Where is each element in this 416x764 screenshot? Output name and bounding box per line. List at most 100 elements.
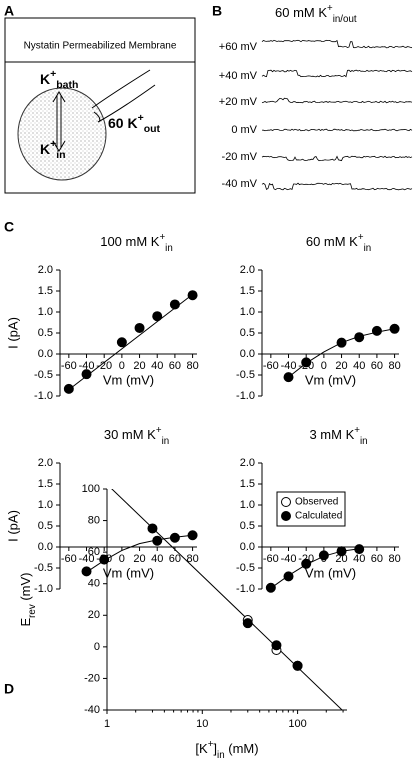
y-tick-label: -40	[84, 704, 100, 716]
y-tick-label: 80	[88, 514, 100, 526]
data-point	[292, 660, 303, 671]
x-tick-label: -40	[79, 360, 95, 372]
data-point	[187, 530, 198, 541]
text-part: (mV)	[18, 573, 33, 605]
data-point	[271, 640, 282, 651]
x-tick-label: 40	[353, 360, 365, 372]
y-tick-label: 1.0	[38, 306, 53, 318]
x-tick-label: 80	[186, 360, 198, 372]
y-tick-label: 40	[88, 578, 100, 590]
y-tick-label: -1.0	[236, 390, 255, 402]
in-label: K+in	[40, 138, 66, 161]
y-tick-label: 60	[88, 546, 100, 558]
text-part: in	[364, 243, 372, 254]
x-axis-label: Vm (mV)	[103, 565, 154, 580]
y-tick-label: 100	[82, 483, 100, 495]
text-part: +	[327, 3, 333, 14]
bath-label: K+bath	[40, 68, 78, 91]
y-tick-label: -1.0	[34, 583, 53, 595]
text-part: 30 mM K	[104, 427, 156, 442]
y-tick-label: -1.0	[236, 583, 255, 595]
chart-title: 3 mM K+in	[309, 425, 367, 447]
x-tick-label: 40	[353, 553, 365, 565]
panel-label: A	[4, 3, 14, 19]
chart-title: 30 mM K+in	[104, 425, 169, 447]
trace-label: -40 mV	[222, 178, 258, 190]
text-part: +	[159, 232, 165, 243]
data-point	[152, 535, 163, 546]
text-part: in	[165, 243, 173, 254]
data-point	[242, 618, 253, 629]
text-part: +	[50, 68, 56, 80]
x-tick-label: 100	[288, 718, 306, 730]
x-tick-label: 20	[335, 360, 347, 372]
x-tick-label: 60	[371, 360, 383, 372]
data-point	[63, 383, 74, 394]
out-label: 60 K+out	[108, 112, 161, 135]
trace-label: +60 mV	[219, 41, 258, 53]
y-tick-label: 0.5	[240, 327, 255, 339]
text-part: E	[18, 618, 33, 627]
x-tick-label: -60	[61, 360, 77, 372]
x-tick-label: 80	[186, 553, 198, 565]
text-part: +	[358, 232, 364, 243]
y-tick-label: 1.0	[240, 499, 255, 511]
x-axis-label: Vm (mV)	[305, 372, 356, 387]
text-part: +	[50, 138, 56, 150]
data-point	[81, 566, 92, 577]
trace-label: +40 mV	[219, 70, 258, 82]
text-part: in	[217, 750, 225, 761]
x-tick-label: 20	[133, 553, 145, 565]
text-part: +	[208, 739, 214, 750]
x-tick-label: 20	[335, 553, 347, 565]
y-tick-label: 0.0	[38, 541, 53, 553]
data-point	[283, 372, 294, 383]
x-axis-label: [K+]in (mM)	[195, 739, 258, 761]
y-tick-label: 2.0	[240, 457, 255, 469]
x-tick-label: 1	[104, 718, 110, 730]
chart-title: 60 mM K+in	[306, 232, 371, 254]
data-point	[81, 369, 92, 380]
panel-label: D	[4, 681, 14, 697]
text-part: in/out	[333, 14, 357, 25]
legend-label: Calculated	[295, 511, 342, 522]
chart-title: 100 mM K+in	[100, 232, 173, 254]
cell	[17, 87, 107, 181]
x-tick-label: 60	[169, 360, 181, 372]
data-point	[152, 311, 163, 322]
text-part: K	[40, 141, 50, 157]
traces-title: 60 mM K+in/out	[275, 3, 357, 25]
y-tick-label: 0.5	[38, 520, 53, 532]
data-point	[301, 558, 312, 569]
text-part: 60 K	[108, 115, 138, 131]
x-axis-label: Vm (mV)	[103, 372, 154, 387]
x-tick-label: 40	[151, 553, 163, 565]
data-point	[389, 323, 400, 334]
y-tick-label: 2.0	[240, 264, 255, 276]
text-part: in	[56, 149, 65, 161]
x-tick-label: -60	[263, 360, 279, 372]
text-part: +	[354, 425, 360, 436]
y-tick-label: -0.5	[34, 562, 53, 574]
data-point	[336, 337, 347, 348]
text-part: 3 mM K	[309, 427, 354, 442]
y-tick-label: 0.0	[240, 348, 255, 360]
y-tick-label: 0.0	[240, 541, 255, 553]
y-tick-label: 2.0	[38, 457, 53, 469]
text-part: rev	[27, 604, 38, 618]
data-point	[283, 571, 294, 582]
fit-line	[111, 489, 343, 710]
trace-label: -20 mV	[222, 151, 258, 163]
y-axis-label: Erev (mV)	[18, 573, 37, 627]
x-tick-label: -60	[61, 553, 77, 565]
text-part: ]	[213, 741, 217, 756]
y-tick-label: -1.0	[34, 390, 53, 402]
current-trace	[261, 39, 413, 49]
flux-arrow	[52, 91, 66, 152]
current-trace	[261, 69, 413, 78]
text-part: (mM)	[225, 741, 259, 756]
text-part: 60 mM K	[275, 5, 327, 20]
x-tick-label: 40	[151, 360, 163, 372]
pipette	[91, 69, 156, 123]
